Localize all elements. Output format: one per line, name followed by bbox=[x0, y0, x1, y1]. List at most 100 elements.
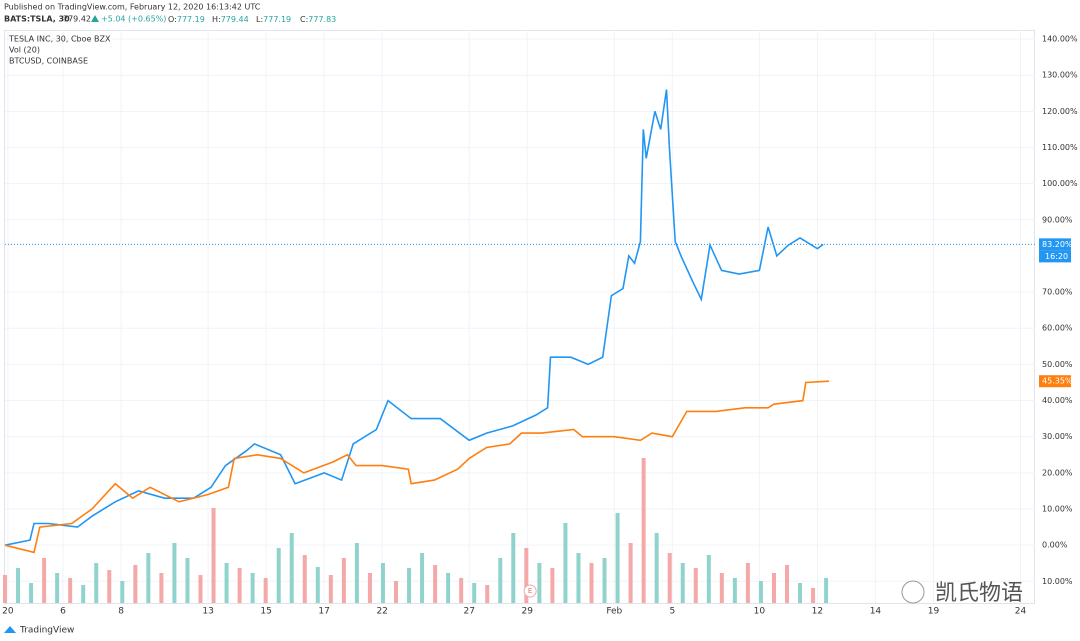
volume-bar bbox=[602, 558, 607, 603]
volume-bar bbox=[628, 543, 633, 603]
volume-bar bbox=[693, 568, 698, 603]
volume-bar bbox=[393, 581, 398, 603]
legend-item: TESLA INC, 30, Cboe BZX bbox=[8, 35, 111, 44]
volume-bar bbox=[771, 573, 776, 603]
volume-bar bbox=[159, 573, 164, 603]
x-tick-label: 10 bbox=[754, 607, 766, 617]
series-line bbox=[4, 89, 824, 546]
published: Published on TradingView.com, February 1… bbox=[4, 3, 261, 12]
countdown-label: 16:20 bbox=[1045, 252, 1068, 261]
volume-bar bbox=[811, 588, 816, 603]
volume-bar bbox=[107, 570, 112, 603]
volume-bar bbox=[172, 543, 177, 603]
symbol: BATS:TSLA, 30 bbox=[4, 15, 70, 24]
x-tick-label: 20 bbox=[2, 607, 14, 617]
change: +5.04 (+0.65%) bbox=[101, 15, 166, 24]
ohlc-value: 779.44 bbox=[221, 15, 249, 24]
wechat-icon bbox=[901, 580, 925, 604]
volume-bar bbox=[498, 558, 503, 603]
volume-bar bbox=[459, 578, 464, 603]
y-tick-label: 120.00% bbox=[1042, 107, 1078, 116]
volume-bar bbox=[433, 565, 438, 603]
volume-bar bbox=[706, 555, 711, 603]
volume-bar bbox=[367, 573, 372, 603]
y-tick-label: 110.00% bbox=[1042, 143, 1078, 152]
volume-bar bbox=[537, 563, 542, 603]
volume-bar bbox=[524, 548, 529, 603]
x-tick-label: 24 bbox=[1015, 607, 1027, 617]
ohlc-value: 777.83 bbox=[308, 15, 336, 24]
volume-bar bbox=[81, 585, 86, 603]
x-tick-label: 12 bbox=[812, 607, 823, 617]
volume-bar bbox=[798, 583, 803, 603]
x-tick-label: 22 bbox=[376, 607, 387, 617]
x-tick-label: 6 bbox=[60, 607, 66, 617]
last-value-label: 45.35% bbox=[1042, 377, 1073, 386]
axes: 140.00%130.00%120.00%110.00%100.00%90.00… bbox=[2, 35, 1078, 617]
volume-bar bbox=[328, 575, 333, 603]
y-tick-label: 30.00% bbox=[1042, 432, 1073, 441]
y-tick-label: 40.00% bbox=[1042, 396, 1073, 405]
grid bbox=[5, 30, 1035, 603]
volume-bar bbox=[289, 533, 294, 603]
x-tick-label: 29 bbox=[522, 607, 534, 617]
volume-bar bbox=[224, 563, 229, 603]
volume-bar bbox=[42, 558, 47, 603]
y-tick-label: 70.00% bbox=[1042, 288, 1073, 297]
volume-bar bbox=[589, 563, 594, 603]
last-value-label: 83.20% bbox=[1042, 240, 1073, 249]
footer: TradingView bbox=[19, 626, 74, 636]
y-tick-label: 90.00% bbox=[1042, 215, 1073, 224]
volume-bar bbox=[719, 573, 724, 603]
ohlc-label: H: bbox=[212, 15, 221, 24]
volume-bar bbox=[302, 555, 307, 603]
volume-bar bbox=[732, 578, 737, 603]
volume-bar bbox=[576, 553, 581, 603]
volume-bar bbox=[641, 458, 646, 603]
y-tick-label: 10.00% bbox=[1042, 505, 1073, 514]
event-marker bbox=[523, 584, 537, 598]
volume-bar bbox=[667, 553, 672, 603]
volume-bar bbox=[615, 513, 620, 603]
x-tick-label: 5 bbox=[669, 607, 675, 617]
volume-bar bbox=[485, 585, 490, 603]
volume-bar bbox=[407, 568, 412, 603]
volume-bar bbox=[563, 523, 568, 603]
volume-bar bbox=[263, 578, 268, 603]
ohlc: O:777.19 H:779.44 L:777.19 C:777.83 bbox=[168, 15, 336, 24]
event-label: E bbox=[528, 587, 532, 595]
volume-bar bbox=[237, 568, 242, 603]
price: 779.42 bbox=[63, 15, 91, 24]
volume-bar bbox=[133, 565, 138, 603]
volume-bar bbox=[3, 575, 7, 603]
volume-bar bbox=[446, 573, 451, 603]
y-tick-label: 20.00% bbox=[1042, 468, 1073, 477]
volume-bar bbox=[784, 565, 789, 603]
ohlc-item: O:777.19 bbox=[168, 15, 205, 24]
volume-bar bbox=[55, 573, 60, 603]
ohlc-label: C: bbox=[300, 15, 308, 24]
up-arrow bbox=[91, 15, 99, 22]
volume-bar bbox=[472, 583, 477, 603]
volume-bar bbox=[420, 553, 425, 603]
x-tick-label: 17 bbox=[318, 607, 329, 617]
x-tick-label: Feb bbox=[606, 607, 622, 617]
ohlc-value: 777.19 bbox=[177, 15, 205, 24]
volume-bar bbox=[146, 553, 151, 603]
y-tick-label: 60.00% bbox=[1042, 324, 1073, 333]
volume-bar bbox=[380, 563, 385, 603]
y-tick-label: 50.00% bbox=[1042, 360, 1073, 369]
volume-bar bbox=[94, 563, 99, 603]
volume-bar bbox=[511, 533, 516, 603]
ohlc-label: L: bbox=[256, 15, 263, 24]
logo bbox=[4, 626, 16, 633]
legend-item: BTCUSD, COINBASE bbox=[9, 57, 88, 66]
series-line bbox=[4, 380, 830, 554]
volume-bar bbox=[276, 548, 281, 603]
ohlc-item: L:777.19 bbox=[256, 15, 291, 24]
ohlc-item: H:779.44 bbox=[212, 15, 249, 24]
ohlc-label: O: bbox=[168, 15, 177, 24]
volume-bar bbox=[29, 583, 34, 603]
y-tick-label: 130.00% bbox=[1042, 71, 1078, 80]
